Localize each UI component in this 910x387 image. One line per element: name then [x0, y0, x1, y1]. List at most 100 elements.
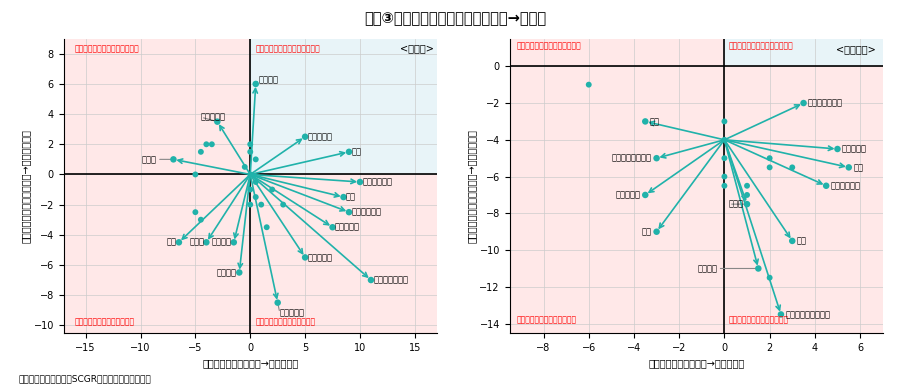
Text: 物品賃貸: 物品賃貸 [698, 264, 718, 273]
Point [337, 194, 351, 200]
Point [650, 229, 664, 235]
Point [342, 149, 357, 155]
Bar [510, 66, 724, 333]
Text: 「現況悪化・先行きに明るさ」: 「現況悪化・先行きに明るさ」 [75, 45, 139, 54]
Point [199, 141, 214, 147]
Text: 対個人サービス: 対個人サービス [808, 99, 843, 108]
Text: （出所：日本銀行よりSCGR作成）　（注）全産業: （出所：日本銀行よりSCGR作成） （注）全産業 [18, 374, 151, 383]
Point [740, 183, 754, 189]
Point [717, 118, 732, 125]
Point [188, 209, 203, 215]
Point [842, 164, 856, 170]
Text: 食料品: 食料品 [142, 155, 157, 164]
Point [796, 100, 811, 106]
Bar [724, 66, 883, 333]
Point [243, 187, 258, 193]
Text: 業務用機械: 業務用機械 [201, 113, 226, 122]
Point [194, 149, 208, 155]
Y-axis label: 先行きへの変化（今回実績→今回先行き）: 先行きへの変化（今回実績→今回先行き） [467, 129, 477, 243]
Point [167, 156, 181, 163]
Text: 石油・石炭製品: 石油・石炭製品 [373, 276, 409, 284]
Point [774, 311, 788, 317]
Point [325, 224, 339, 230]
Text: 生産用機械: 生産用機械 [308, 253, 332, 262]
Point [298, 134, 312, 140]
Y-axis label: 先行きへの変化（今回実績→今回先行き）: 先行きへの変化（今回実績→今回先行き） [21, 129, 31, 243]
Text: 電気機械: 電気機械 [259, 75, 279, 84]
Point [751, 265, 765, 272]
Text: 木材・木製品: 木材・木製品 [351, 208, 381, 217]
Text: 「現況改善・先行きに懸念」: 「現況改善・先行きに懸念」 [256, 318, 316, 327]
Point [830, 146, 844, 152]
Point [717, 173, 732, 180]
Point [785, 164, 800, 170]
Text: 「現況改善・先行きも明るい」: 「現況改善・先行きも明るい」 [256, 45, 320, 54]
Point [243, 141, 258, 147]
Point [254, 202, 268, 208]
Text: 紙・パルプ: 紙・パルプ [308, 132, 332, 141]
Point [188, 171, 203, 178]
Bar [250, 39, 437, 175]
Text: 対事業所サービス: 対事業所サービス [612, 154, 652, 163]
Bar [64, 39, 250, 175]
Point [740, 192, 754, 198]
Bar [250, 175, 437, 333]
Point [717, 137, 732, 143]
Text: 金属製品: 金属製品 [212, 238, 231, 247]
X-axis label: 足元の変化（前回実績→今回実績）: 足元の変化（前回実績→今回実績） [648, 358, 744, 368]
Text: 造船・重機等: 造船・重機等 [362, 178, 392, 187]
Bar [510, 39, 724, 66]
Point [259, 224, 274, 230]
Point [717, 183, 732, 189]
Text: 卸売: 卸売 [642, 227, 652, 236]
Point [364, 277, 379, 283]
Text: 窯業・土石: 窯業・土石 [335, 223, 359, 232]
Point [243, 171, 258, 178]
Point [205, 141, 219, 147]
Text: はん用機械: はん用機械 [280, 309, 305, 318]
Text: 宿泊・飲食サービス: 宿泊・飲食サービス [785, 310, 831, 319]
Point [172, 239, 187, 245]
Point [238, 164, 252, 170]
Point [650, 155, 664, 161]
Point [581, 82, 596, 88]
Point [763, 275, 777, 281]
Point [270, 300, 285, 306]
Point [342, 209, 357, 215]
Point [248, 156, 263, 163]
Text: 図表③　景況判断指数の変化（前回→今回）: 図表③ 景況判断指数の変化（前回→今回） [364, 12, 546, 27]
Text: 不動産: 不動産 [729, 200, 744, 209]
Point [298, 254, 312, 260]
Text: 自動車: 自動車 [189, 238, 204, 247]
X-axis label: 足元の変化（前回実績→今回実績）: 足元の変化（前回実績→今回実績） [202, 358, 298, 368]
Text: 小売: 小売 [650, 117, 660, 126]
Point [248, 179, 263, 185]
Text: 情報サービス: 情報サービス [831, 181, 861, 190]
Point [194, 217, 208, 223]
Point [243, 202, 258, 208]
Text: 鉄鋼: 鉄鋼 [167, 238, 177, 247]
Text: 通信: 通信 [854, 163, 864, 172]
Point [763, 155, 777, 161]
Text: 「現況悪化・先行きに明るさ」: 「現況悪化・先行きに明るさ」 [516, 41, 581, 51]
Point [740, 201, 754, 207]
Point [638, 192, 652, 198]
Text: 「現況悪化・先行きに懸念」: 「現況悪化・先行きに懸念」 [516, 315, 577, 324]
Text: 「現況改善・先行きに懸念」: 「現況改善・先行きに懸念」 [729, 315, 789, 324]
Point [638, 118, 652, 125]
Point [763, 164, 777, 170]
Text: 「現況悪化・先行きに懸念」: 「現況悪化・先行きに懸念」 [75, 318, 135, 327]
Text: 電気・ガス: 電気・ガス [616, 190, 641, 199]
Point [199, 239, 214, 245]
Bar [724, 39, 883, 66]
Point [210, 118, 225, 125]
Point [785, 238, 800, 244]
Text: 「現況改善・先行きも明るい」: 「現況改善・先行きも明るい」 [729, 41, 794, 51]
Point [248, 194, 263, 200]
Point [353, 179, 368, 185]
Point [717, 155, 732, 161]
Point [819, 183, 834, 189]
Point [276, 202, 290, 208]
Text: 非鉄金属: 非鉄金属 [217, 268, 238, 277]
Text: 運輸・郵便: 運輸・郵便 [842, 144, 867, 154]
